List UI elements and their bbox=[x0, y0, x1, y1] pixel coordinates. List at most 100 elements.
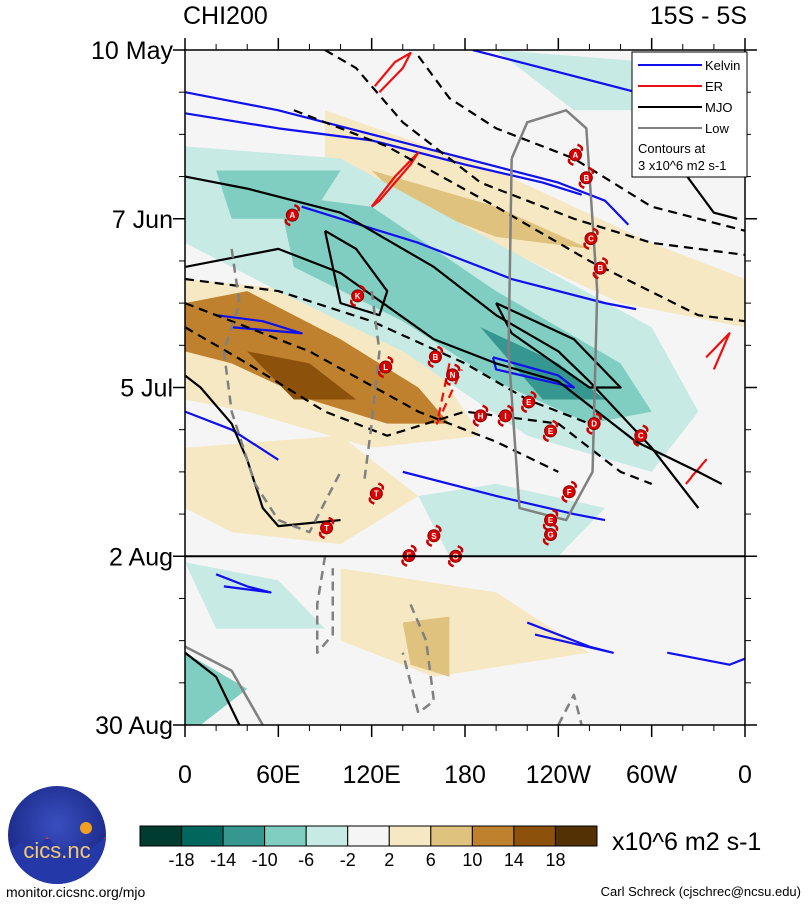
low-contour bbox=[315, 556, 335, 654]
shading-region bbox=[480, 327, 605, 400]
cyclone-icon bbox=[586, 412, 602, 435]
cyclone-icon bbox=[377, 355, 394, 379]
shading-region bbox=[418, 483, 605, 557]
cicsnc-logo: cics.nc bbox=[8, 786, 106, 884]
colorbar-label: -2 bbox=[340, 850, 356, 870]
storm-marker: B bbox=[592, 256, 609, 280]
low-contour bbox=[222, 248, 342, 534]
cyclone-icon bbox=[447, 545, 464, 568]
er-contour bbox=[685, 458, 708, 485]
cyclone-icon bbox=[521, 390, 537, 414]
x-tick-label: 0 bbox=[178, 761, 192, 789]
colorbar-label: 18 bbox=[545, 850, 565, 870]
storm-marker: S bbox=[426, 524, 442, 547]
storm-marker: G bbox=[542, 523, 559, 546]
colorbar-label: 6 bbox=[426, 850, 436, 870]
x-tick-label: 180 bbox=[444, 761, 486, 789]
colorbar-label: -18 bbox=[169, 850, 195, 870]
mjo-contour bbox=[185, 302, 559, 473]
storm-label: B bbox=[597, 264, 603, 273]
shading-region bbox=[185, 291, 450, 424]
storm-marker: K bbox=[349, 284, 366, 308]
x-tick-label: 0 bbox=[738, 761, 752, 789]
mjo-contour bbox=[185, 651, 241, 725]
storm-marker: T bbox=[368, 482, 385, 505]
storm-circle bbox=[285, 208, 299, 222]
cyclone-icon bbox=[401, 544, 417, 567]
storm-circle bbox=[544, 424, 558, 438]
storm-label: A bbox=[289, 211, 295, 220]
colorbar-unit: x10^6 m2 s-1 bbox=[612, 828, 762, 856]
mjo-contour bbox=[185, 326, 653, 485]
cyclone-icon bbox=[318, 516, 335, 540]
shading-region bbox=[340, 568, 590, 677]
storm-marker: E bbox=[521, 390, 537, 414]
colorbar-swatch bbox=[264, 825, 307, 847]
mjo-contour bbox=[681, 169, 738, 220]
mjo-contour bbox=[185, 277, 590, 425]
storm-marker: B bbox=[427, 345, 444, 368]
storm-circle bbox=[446, 368, 460, 382]
x-tick-label: 120W bbox=[526, 761, 592, 789]
storm-marker: I bbox=[497, 404, 514, 428]
kelvin-contour bbox=[491, 356, 575, 389]
legend-note: 3 x10^6 m2 s-1 bbox=[638, 158, 726, 173]
storm-label: C bbox=[588, 235, 594, 244]
colorbar-label: -10 bbox=[252, 850, 278, 870]
cyclone-icon bbox=[633, 424, 649, 447]
kelvin-contour bbox=[526, 621, 614, 654]
er-contour bbox=[370, 151, 420, 208]
colorbar-swatch bbox=[471, 825, 515, 847]
cyclone-icon bbox=[444, 363, 461, 387]
storm-circle bbox=[351, 289, 365, 303]
footer-credit: Carl Schreck (cjschrec@ncsu.edu) bbox=[600, 884, 801, 899]
legend-label-er: ER bbox=[705, 79, 723, 94]
colorbar-swatch bbox=[222, 825, 266, 847]
storm-marker: B bbox=[578, 166, 595, 189]
storm-marker: A bbox=[284, 203, 301, 227]
legend-label-low: Low bbox=[705, 121, 729, 136]
logo-text: cics.nc bbox=[23, 838, 91, 863]
storm-label: K bbox=[355, 292, 361, 301]
cyclone-icon bbox=[472, 404, 489, 428]
storm-circle bbox=[320, 521, 334, 535]
storm-circle bbox=[369, 487, 383, 501]
cyclone-icon bbox=[583, 227, 599, 250]
cyclone-icon bbox=[427, 345, 444, 368]
storm-label: T bbox=[374, 490, 379, 499]
storm-label: I bbox=[504, 412, 506, 421]
storm-circle bbox=[587, 417, 601, 431]
logo-sun bbox=[80, 822, 92, 834]
low-contour bbox=[362, 290, 381, 485]
colorbar-label: 14 bbox=[504, 850, 524, 870]
cyclone-icon bbox=[542, 419, 559, 443]
shading-region bbox=[185, 652, 248, 725]
y-tick-label: 5 Jul bbox=[120, 375, 173, 403]
storm-label: B bbox=[583, 174, 589, 183]
cyclone-icon bbox=[497, 404, 514, 428]
low-contour bbox=[507, 109, 599, 522]
kelvin-contour bbox=[402, 470, 606, 522]
mjo-contour bbox=[323, 229, 389, 317]
storm-label: T bbox=[324, 524, 329, 533]
colorbar-swatch bbox=[388, 825, 432, 847]
storm-circle bbox=[544, 513, 558, 527]
legend-note: Contours at bbox=[638, 141, 706, 156]
y-tick-label: 30 Aug bbox=[95, 712, 173, 740]
storm-label: G bbox=[547, 531, 553, 540]
y-tick-label: 7 Jun bbox=[112, 206, 173, 234]
shading-region bbox=[325, 110, 745, 328]
mjo-contour bbox=[293, 109, 745, 323]
storm-label: N bbox=[450, 371, 456, 380]
cyclone-icon bbox=[567, 143, 584, 167]
chart-title: CHI200 bbox=[183, 2, 268, 30]
cyclone-icon bbox=[542, 523, 559, 546]
storm-marker: T bbox=[318, 516, 335, 540]
legend-box bbox=[631, 51, 748, 178]
shading-region bbox=[371, 170, 590, 249]
cyclone-icon bbox=[349, 284, 366, 308]
cyclone-icon bbox=[561, 480, 577, 503]
colorbar-swatch bbox=[139, 825, 183, 847]
storm-marker: A bbox=[567, 143, 584, 167]
